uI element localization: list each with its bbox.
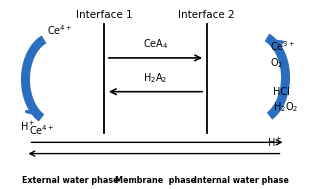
Text: Internal water phase: Internal water phase (194, 176, 289, 184)
Text: Membrane  phase: Membrane phase (115, 176, 196, 184)
Text: HCl
H$_2$O$_2$: HCl H$_2$O$_2$ (272, 87, 298, 114)
Text: Ce$^{4+}$: Ce$^{4+}$ (47, 24, 72, 37)
Text: Interface 2: Interface 2 (178, 10, 235, 20)
Text: H$_2$A$_2$: H$_2$A$_2$ (143, 71, 168, 85)
Text: External water phase: External water phase (22, 176, 119, 184)
Text: H$^+$: H$^+$ (20, 120, 35, 133)
Text: Ce$^{4+}$: Ce$^{4+}$ (29, 123, 54, 137)
Text: Interface 1: Interface 1 (76, 10, 133, 20)
Text: CeA$_4$: CeA$_4$ (143, 38, 168, 51)
Text: Ce$^{3+}$
O$_2$: Ce$^{3+}$ O$_2$ (270, 39, 295, 70)
Text: H$^+$: H$^+$ (267, 136, 282, 149)
